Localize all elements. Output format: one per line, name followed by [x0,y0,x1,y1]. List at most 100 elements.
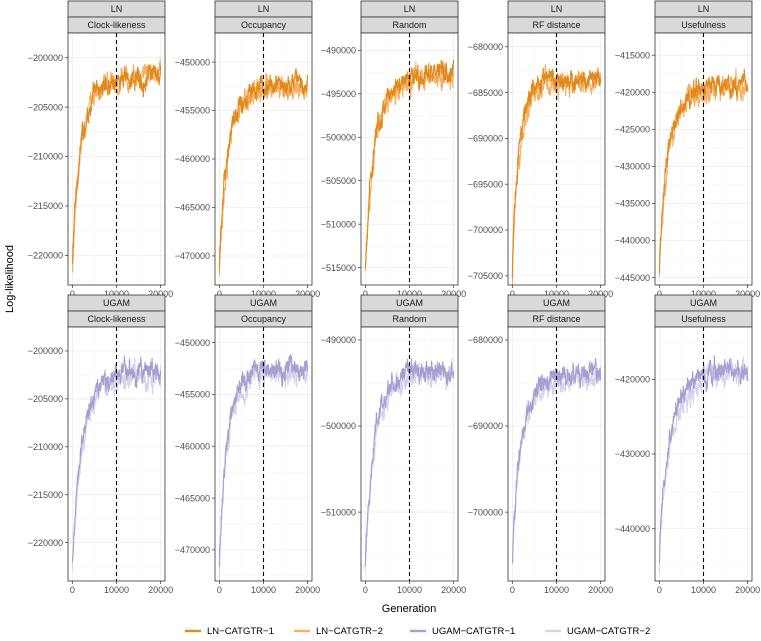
y-tick-label: −695000 [468,179,503,189]
y-tick-label: −430000 [615,162,650,172]
facet-strip-label: Clock-likeness [87,314,146,324]
x-tick-label: 10000 [104,289,129,299]
y-tick-label: −700000 [468,225,503,235]
facet-panel: LN Clock-likeness −200000 −205000 −210000 −21… [28,0,173,299]
model-strip-label: LN [111,4,123,14]
x-tick-label: 20000 [441,585,466,595]
facet-panels: LN Clock-likeness −200000 −205000 −210000 −21… [28,0,760,595]
x-tick-label: 20000 [735,585,760,595]
x-tick-label: 0 [657,585,662,595]
y-tick-label: −215000 [28,201,63,211]
y-tick-label: −465000 [175,493,210,503]
model-strip-label: UGAM [103,298,130,308]
x-tick-label: 0 [363,585,368,595]
y-tick-label: −510000 [321,219,356,229]
y-tick-label: −690000 [468,134,503,144]
y-tick-label: −495000 [321,89,356,99]
facet-strip-label: RF distance [532,314,580,324]
facet-strip-label: Occupancy [241,20,287,30]
model-strip-label: UGAM [250,298,277,308]
legend-label: LN−CATGTR−2 [316,626,383,637]
y-tick-label: −460000 [175,441,210,451]
legend-entry: UGAM−CATGTR−1 [410,626,515,637]
model-strip-label: UGAM [543,298,570,308]
model-strip-label: LN [551,4,563,14]
x-axis-title: Generation [382,603,436,615]
x-tick-label: 0 [70,289,75,299]
y-tick-label: −500000 [321,132,356,142]
y-tick-label: −415000 [615,50,650,60]
x-tick-label: 20000 [295,289,320,299]
y-tick-label: −440000 [615,236,650,246]
y-tick-label: −220000 [28,251,63,261]
x-tick-label: 0 [510,585,515,595]
y-tick-label: −470000 [175,545,210,555]
x-tick-label: 10000 [544,585,569,595]
model-strip-label: LN [258,4,270,14]
x-tick-label: 10000 [397,585,422,595]
facet-strip-label: Occupancy [241,314,287,324]
y-tick-label: −425000 [615,125,650,135]
y-tick-label: −205000 [28,102,63,112]
facet-panel: LN Random −490000 −495000 −500000 −505000 −510… [321,0,466,299]
facet-panel: LN RF distance −680000 −685000 −690000 −69500… [468,0,613,299]
facet-panel: UGAM Occupancy −450000 −455000 −460000 −46500… [175,294,320,595]
series-line [71,64,162,265]
y-tick-label: −490000 [321,335,356,345]
x-tick-label: 0 [70,585,75,595]
legend-entry: LN−CATGTR−1 [185,626,274,637]
y-tick-label: −490000 [321,46,356,56]
y-tick-label: −420000 [615,374,650,384]
series-line [511,358,602,563]
facet-panel: LN Usefulness −415000 −420000 −425000 −430000… [615,0,760,299]
legend: LN−CATGTR−1 LN−CATGTR−2 UGAM−CATGTR−1 UGAM−… [185,626,650,637]
x-tick-label: 0 [217,289,222,299]
y-tick-label: −205000 [28,394,63,404]
y-tick-label: −420000 [615,87,650,97]
facet-strip-label: Random [392,314,426,324]
x-tick-label: 20000 [441,289,466,299]
y-tick-label: −700000 [468,507,503,517]
model-strip-label: LN [698,4,710,14]
x-tick-label: 10000 [104,585,129,595]
y-axis-title: Log-likelihood [4,245,16,313]
y-tick-label: −500000 [321,421,356,431]
y-tick-label: −470000 [175,251,210,261]
y-tick-label: −210000 [28,442,63,452]
x-tick-label: 10000 [397,289,422,299]
y-tick-label: −220000 [28,538,63,548]
x-tick-label: 10000 [691,289,716,299]
facet-strip-label: RF distance [532,20,580,30]
x-tick-label: 20000 [735,289,760,299]
legend-entry: UGAM−CATGTR−2 [545,626,650,637]
x-tick-label: 20000 [295,585,320,595]
y-tick-label: −510000 [321,507,356,517]
y-tick-label: −680000 [468,335,503,345]
y-tick-label: −515000 [321,263,356,273]
y-tick-label: −685000 [468,88,503,98]
y-tick-label: −455000 [175,390,210,400]
facet-panel: UGAM Usefulness −420000 −430000 −440000 0 1000… [615,294,760,595]
legend-label: UGAM−CATGTR−2 [567,626,650,637]
model-strip-label: UGAM [396,298,423,308]
legend-entry: LN−CATGTR−2 [294,626,383,637]
x-tick-label: 10000 [544,289,569,299]
y-tick-label: −200000 [28,53,63,63]
facet-panel: LN Occupancy −450000 −455000 −460000 −465000 −… [175,0,320,299]
series-line [511,67,602,279]
facet-strip-label: Clock-likeness [87,20,146,30]
model-strip-label: LN [404,4,416,14]
y-tick-label: −440000 [615,524,650,534]
y-tick-label: −455000 [175,106,210,116]
y-tick-label: −450000 [175,338,210,348]
x-tick-label: 10000 [691,585,716,595]
x-tick-label: 20000 [588,289,613,299]
facet-panel: UGAM RF distance −680000 −690000 −700000 0 100… [468,294,613,595]
facet-strip-label: Usefulness [681,20,726,30]
facet-panel: UGAM Clock-likeness −200000 −205000 −210000 −… [28,294,173,595]
series-line [71,355,162,563]
y-tick-label: −680000 [468,42,503,52]
x-tick-label: 0 [510,289,515,299]
x-tick-label: 20000 [588,585,613,595]
